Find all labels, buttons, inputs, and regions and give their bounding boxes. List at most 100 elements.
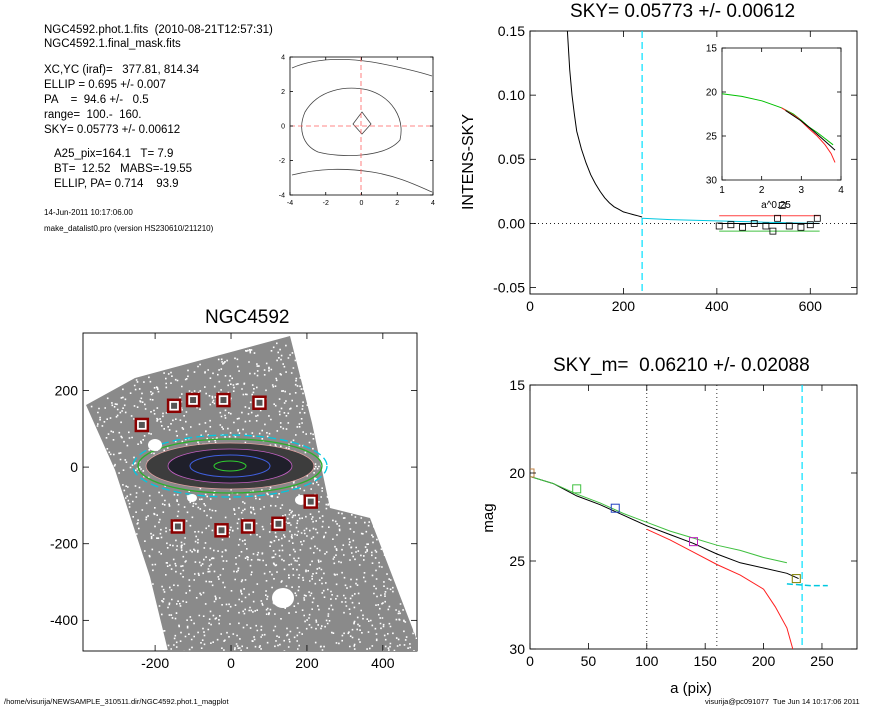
inset-series-line — [785, 110, 836, 151]
y-tick-label: -200 — [50, 536, 78, 552]
x-tick-label: 600 — [799, 298, 823, 314]
y-tick-label: 0.00 — [498, 215, 525, 231]
masked-hole-4 — [187, 494, 197, 502]
contour-panel: -4 -2 0 2 4 -4 -2 0 2 4 — [279, 54, 435, 207]
y-tick-label: 30 — [706, 176, 718, 187]
x-tick-label: 250 — [810, 653, 834, 669]
result-a25: A25_pix=164.1 T= 7.9 — [54, 148, 174, 160]
sky-box-marker — [762, 222, 770, 230]
mag-plot: 0 50 100 150 200 250 15 20 25 30 mag a (pix) — [480, 377, 858, 697]
mask-box-star — [138, 421, 145, 428]
masked-hole-1 — [272, 588, 294, 608]
y-tick-label: -400 — [50, 612, 78, 628]
y-tick-label: 4 — [281, 54, 285, 61]
mask-box-star — [256, 399, 263, 406]
ellipse-fit — [137, 438, 323, 494]
x-tick-label: -200 — [141, 655, 169, 671]
mag-plot-title: SKY_m= 0.06210 +/- 0.02088 — [553, 355, 810, 376]
param-xcyc: XC,YC (iraf)= 377.81, 814.34 — [44, 64, 200, 76]
mag-series-line — [786, 583, 828, 587]
y-tick-label: 0 — [70, 459, 78, 475]
mask-box-star — [245, 523, 252, 530]
param-pa: PA = 94.6 +/- 0.5 — [44, 94, 149, 106]
y-tick-label: 15 — [706, 44, 718, 55]
mag-ylabel: mag — [480, 503, 497, 532]
sky-ylabel: INTENS-SKY — [460, 114, 477, 210]
mag-marker — [791, 574, 801, 584]
sky-box-marker — [769, 227, 777, 235]
x-tick-label: 0 — [526, 653, 534, 669]
inset-series-line — [781, 107, 836, 163]
x-tick-label: 100 — [635, 653, 659, 669]
mag-frame — [529, 384, 858, 650]
y-tick-label: 200 — [55, 382, 79, 398]
param-range: range= 100.- 160. — [44, 109, 142, 121]
x-tick-label: 0 — [227, 655, 235, 671]
sky-box-marker — [785, 222, 793, 230]
x-tick-label: 400 — [705, 298, 729, 314]
y-tick-label: -4 — [279, 192, 285, 199]
footer-path: /home/visurija/NEWSAMPLE_310511.dir/NGC4… — [4, 697, 229, 706]
mask-box-star — [171, 402, 178, 409]
mask-box-star — [275, 520, 282, 527]
sky-box-marker — [774, 214, 781, 222]
ellipse-outer — [132, 434, 328, 498]
sky-plot-title: SKY= 0.05773 +/- 0.00612 — [570, 1, 796, 22]
image-title: NGC4592 — [205, 307, 290, 328]
y-tick-label: -0.05 — [493, 279, 525, 295]
mask-box-star — [307, 498, 314, 505]
x-tick-label: 150 — [693, 653, 717, 669]
x-tick-label: 4 — [431, 200, 435, 207]
y-tick-label: 15 — [509, 377, 525, 393]
isophote-core — [213, 460, 247, 472]
contour-outer — [291, 59, 433, 77]
mask-name: NGC4592.1.final_mask.fits — [44, 38, 181, 50]
y-tick-label: 20 — [706, 88, 718, 99]
mag-marker — [610, 503, 620, 513]
mag-series-line — [646, 528, 794, 649]
masked-hole-2 — [148, 439, 162, 451]
sky-box-marker — [715, 222, 723, 230]
x-tick-label: 50 — [581, 653, 597, 669]
mask-box-star — [220, 397, 227, 404]
y-tick-label: 0.15 — [498, 23, 525, 39]
sky-plot: 0 200 400 600 -0.05 0.00 0.05 0.10 0.15 INTENS-S… — [460, 23, 858, 314]
x-tick-label: 2 — [759, 185, 765, 196]
mag-xlabel: a (pix) — [670, 680, 712, 697]
mask-box-star — [218, 527, 225, 534]
y-tick-label: 0.10 — [498, 87, 525, 103]
y-tick-label: 0.05 — [498, 151, 525, 167]
sky-frame — [529, 30, 858, 295]
x-tick-label: -2 — [323, 200, 329, 207]
galaxy-body — [167, 448, 293, 484]
image-noise — [90, 342, 417, 651]
contour-lower — [291, 168, 433, 193]
x-tick-label: 200 — [295, 655, 319, 671]
x-tick-label: 0 — [360, 200, 364, 207]
sky-box-marker — [739, 223, 746, 231]
result-ellip-pa: ELLIP, PA= 0.714 93.9 — [54, 178, 179, 190]
sky-series-line — [642, 217, 820, 224]
sky-box-marker — [813, 214, 821, 222]
contour-mid — [301, 87, 402, 156]
y-tick-label: 30 — [509, 641, 525, 657]
x-tick-label: 3 — [799, 185, 805, 196]
sky-series-line — [566, 31, 643, 218]
date-text: 14-Jun-2011 10:17:06.00 — [44, 208, 133, 217]
x-tick-label: 200 — [752, 653, 776, 669]
sky-box-marker — [806, 221, 814, 229]
sky-box-marker — [750, 220, 758, 227]
x-tick-label: 1 — [719, 185, 725, 196]
mask-box-star — [174, 523, 181, 530]
image-field — [86, 336, 417, 651]
x-tick-label: 0 — [526, 298, 534, 314]
y-tick-label: -2 — [279, 158, 285, 165]
y-tick-label: 2 — [281, 89, 285, 96]
inset-frame — [721, 47, 842, 181]
y-tick-label: 25 — [706, 132, 718, 143]
mask-box-star — [190, 397, 197, 404]
x-tick-label: 400 — [371, 655, 395, 671]
program-text: make_datalist0.pro (version HS230610/211… — [44, 224, 214, 233]
x-tick-label: -4 — [287, 200, 293, 207]
